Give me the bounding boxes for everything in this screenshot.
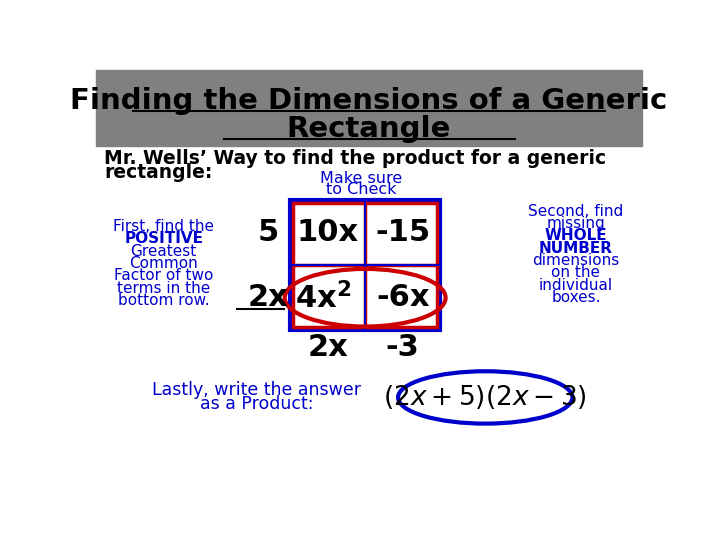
Text: -15: -15 [375, 218, 431, 247]
FancyBboxPatch shape [96, 70, 642, 146]
Text: 10x: 10x [297, 218, 359, 247]
Bar [290, 200, 441, 330]
Text: 2x: 2x [307, 333, 348, 362]
Text: as a Product:: as a Product: [200, 395, 313, 413]
Text: Greatest: Greatest [130, 244, 197, 259]
Text: dimensions: dimensions [532, 253, 619, 268]
Text: $(2x+5)(2x-3)$: $(2x+5)(2x-3)$ [383, 383, 588, 411]
Text: NUMBER: NUMBER [539, 240, 613, 255]
Text: First, find the: First, find the [113, 219, 214, 234]
Text: Mr. Wells’ Way to find the product for a generic: Mr. Wells’ Way to find the product for a… [104, 149, 606, 168]
Text: missing: missing [546, 216, 606, 231]
Text: individual: individual [539, 278, 613, 293]
Text: 5: 5 [258, 218, 279, 247]
Text: rectangle:: rectangle: [104, 163, 212, 182]
Text: Factor of two: Factor of two [114, 268, 213, 284]
Text: Common: Common [130, 256, 198, 271]
Bar [293, 202, 437, 327]
Text: terms in the: terms in the [117, 281, 210, 295]
Text: Finding the Dimensions of a Generic: Finding the Dimensions of a Generic [71, 87, 667, 115]
Text: -6x: -6x [376, 283, 429, 312]
Text: boxes.: boxes. [552, 290, 600, 305]
Text: -3: -3 [386, 333, 420, 362]
Text: Second, find: Second, find [528, 204, 624, 219]
Text: to Check: to Check [326, 182, 397, 197]
Text: WHOLE: WHOLE [544, 228, 607, 243]
Text: bottom row.: bottom row. [118, 293, 210, 308]
Text: 2x: 2x [248, 283, 289, 312]
Text: on the: on the [552, 265, 600, 280]
Text: Make sure: Make sure [320, 171, 402, 186]
Text: Rectangle: Rectangle [287, 116, 451, 144]
Text: $\mathbf{4x^2}$: $\mathbf{4x^2}$ [294, 281, 351, 314]
Text: POSITIVE: POSITIVE [124, 231, 203, 246]
Text: Lastly, write the answer: Lastly, write the answer [152, 381, 361, 399]
